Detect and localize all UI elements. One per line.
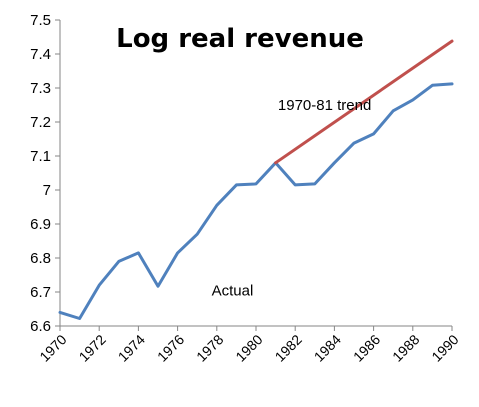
x-ticks: 1970 1972 1974 1976 1978 1980 1982 1984 1986 1988… [36,326,462,365]
y-tick-label: 7 [43,182,51,199]
x-tick-label: 1976 [154,331,187,364]
y-tick-label: 7.3 [30,80,51,97]
y-tick-label: 7.4 [30,46,51,63]
y-tick-label: 6.6 [30,318,51,335]
y-ticks: 6.6 6.7 6.8 6.9 7 7.1 7.2 7.3 7.4 7.5 [30,12,60,335]
x-tick-label: 1984 [311,331,344,364]
x-tick-label: 1972 [76,331,109,364]
x-tick-label: 1990 [428,331,461,364]
x-tick-label: 1970 [36,331,69,364]
series-line-actual [58,82,454,320]
y-tick-label: 6.9 [30,216,51,233]
y-tick-label: 6.7 [30,284,51,301]
x-tick-label: 1988 [389,331,422,364]
x-tick-label: 1974 [115,331,148,364]
y-tick-label: 6.8 [30,250,51,267]
annotation-label: Actual [212,282,254,299]
chart-title: Log real revenue [116,24,364,54]
x-tick-label: 1982 [272,331,305,364]
annotations: 1970-81 trend Actual [212,97,372,299]
x-tick-label: 1978 [193,331,226,364]
series-lines [58,39,454,320]
y-tick-label: 7.2 [30,114,51,131]
series-line-trend [274,39,454,165]
x-tick-label: 1986 [350,331,383,364]
y-tick-label: 7.5 [30,12,51,29]
y-tick-label: 7.1 [30,148,51,165]
annotation-label: 1970-81 trend [278,97,371,114]
x-tick-label: 1980 [232,331,265,364]
